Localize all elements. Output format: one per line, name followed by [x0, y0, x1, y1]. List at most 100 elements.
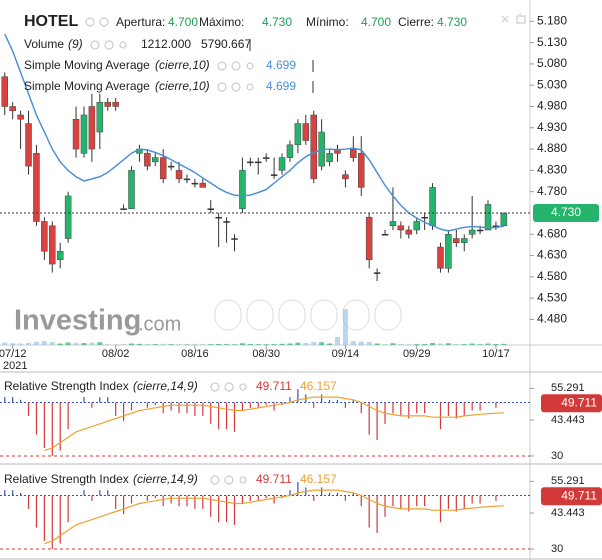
volume-bar	[192, 344, 198, 345]
y-tick-label: 4.980	[537, 99, 567, 113]
legend-icons[interactable]	[85, 13, 526, 485]
candle-body	[9, 106, 16, 111]
zoom-out[interactable]	[246, 299, 274, 331]
x-tick-label: 07/12	[0, 348, 26, 360]
volume-bar	[350, 341, 356, 345]
candle-body	[389, 221, 397, 226]
rsi-badge	[541, 487, 602, 506]
y-tick-label: 4.480	[537, 312, 567, 326]
nav-end[interactable]	[374, 299, 402, 331]
candle-body	[231, 238, 238, 240]
volume-bar	[65, 342, 71, 345]
candle-body	[421, 216, 428, 219]
candle-body	[33, 153, 40, 222]
legend-name: Relative Strength Index	[4, 472, 129, 486]
volume-bar	[334, 337, 340, 345]
legend-name: Volume	[24, 37, 64, 51]
volume-bar	[430, 343, 436, 345]
y-tick-label: 4.680	[537, 226, 567, 240]
candle-body	[453, 238, 460, 244]
volume-bar	[2, 342, 8, 345]
volume-bar	[200, 344, 206, 345]
volume-bar	[208, 344, 214, 345]
volume-bar	[287, 343, 293, 345]
candle-body	[223, 221, 230, 223]
volume-bar	[57, 343, 63, 345]
legend-value: 4.699	[266, 58, 296, 72]
stat-value: 4.730	[437, 15, 467, 29]
candle-body	[381, 234, 389, 236]
candle-body	[25, 123, 32, 167]
candle-body	[262, 157, 270, 159]
volume-bar	[366, 342, 372, 345]
volume-bar	[422, 344, 428, 345]
volume-bar	[168, 344, 174, 345]
volume-bar	[231, 344, 237, 345]
volume-bar	[81, 343, 87, 345]
volume-bar	[73, 342, 79, 345]
candle-body	[72, 119, 80, 150]
y-tick-label: 30	[551, 450, 563, 462]
legend-separators	[249, 39, 314, 93]
candle-body	[405, 229, 413, 235]
volume-bar	[18, 343, 24, 345]
volume-bar	[414, 344, 420, 345]
candle-body	[183, 178, 191, 181]
legend-name: Simple Moving Average	[24, 79, 150, 93]
y-tick-label: 4.930	[537, 120, 567, 134]
reset[interactable]	[278, 299, 306, 331]
stat-name: Apertura:	[116, 15, 165, 29]
volume-bar	[485, 343, 491, 345]
signal-line	[44, 396, 504, 452]
stat-name: Cierre:	[398, 15, 434, 29]
candle-body	[278, 157, 286, 171]
volume-bar	[358, 341, 364, 345]
candle-body	[255, 161, 262, 164]
candle-body	[476, 229, 484, 232]
candle-body	[96, 101, 104, 133]
candle-body	[413, 221, 420, 231]
candle-body	[112, 101, 119, 107]
candle-body	[397, 225, 405, 231]
candle-body	[1, 76, 9, 107]
volume-bar	[105, 344, 111, 345]
sma-line	[4, 33, 504, 232]
volume-bar	[144, 344, 150, 345]
candle-body	[17, 114, 24, 120]
candle-body	[175, 170, 183, 180]
y-tick-label: 4.780	[537, 184, 567, 198]
watermark: Investing	[14, 305, 141, 337]
price-badge-label: 4.730	[551, 205, 581, 219]
legend-value: 49.711	[256, 379, 292, 393]
volume-bar	[311, 342, 317, 345]
volume-bar	[49, 342, 55, 345]
y-tick-label: 5.130	[537, 35, 567, 49]
candle-body	[500, 212, 508, 226]
nav-left[interactable]	[214, 299, 242, 331]
candle-body	[215, 216, 222, 219]
zoom-in[interactable]	[310, 299, 338, 331]
candle-body	[342, 174, 349, 180]
legend-params: (cierre,14,9)	[133, 379, 198, 393]
x-tick-label: 08/16	[181, 348, 209, 360]
candle-body	[80, 114, 88, 154]
volume-bar	[184, 344, 190, 345]
legend-value: 46.157	[300, 472, 337, 486]
x-tick-label: 10/17	[482, 348, 510, 360]
price-badge	[533, 203, 599, 222]
y-tick-label: 5.030	[537, 77, 567, 91]
legend-value: 1212.000	[141, 37, 191, 51]
candle-body	[56, 251, 64, 261]
volume-bar	[152, 344, 158, 345]
volume-bar	[263, 344, 269, 345]
y-tick-label: 4.830	[537, 163, 567, 177]
y-tick-label: 43.443	[551, 507, 585, 519]
volume-bar	[41, 341, 47, 345]
nav-buttons[interactable]	[214, 299, 402, 331]
volume-bar	[406, 344, 412, 345]
y-tick-label: 55.291	[551, 475, 585, 487]
volume-bar	[437, 343, 443, 345]
legend-name: Relative Strength Index	[4, 379, 129, 393]
volume-bar	[129, 343, 135, 345]
